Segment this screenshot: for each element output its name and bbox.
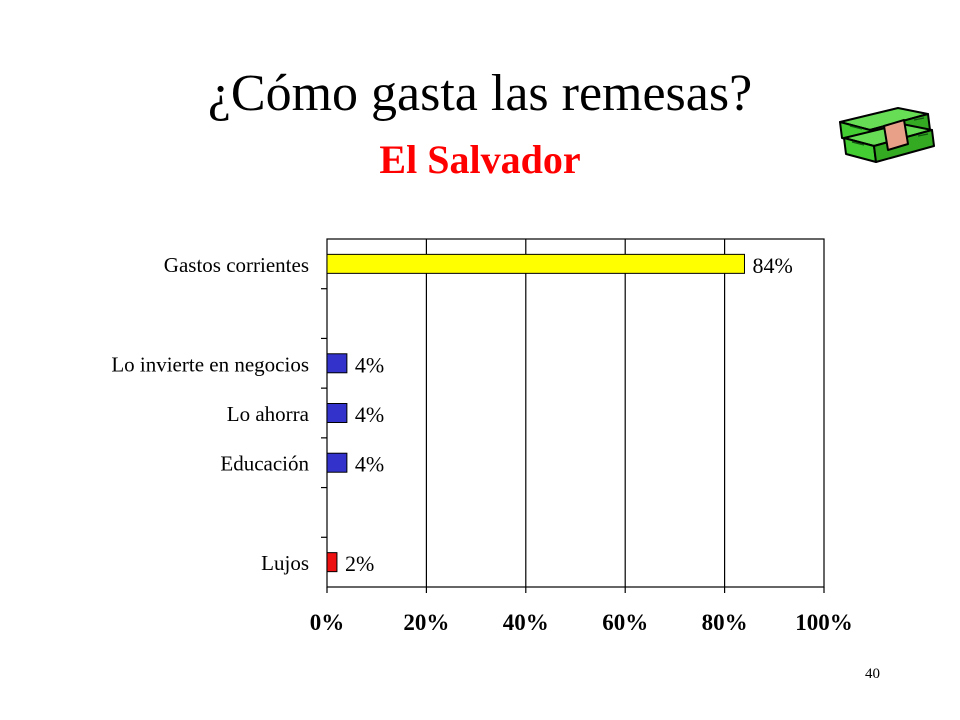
category-label: Lujos [261,551,309,575]
bar [326,403,348,423]
x-tick-label: 100% [795,610,853,635]
slide-subtitle: El Salvador [379,137,581,182]
category-label: Educación [220,452,309,476]
x-tick-label: 80% [702,610,748,635]
data-label: 4% [355,352,384,377]
bar [326,452,348,473]
x-tick-label: 60% [602,610,648,635]
chart-bars [326,253,745,573]
bar [326,253,745,274]
data-label: 4% [355,452,384,477]
category-label: Lo invierte en negocios [111,352,309,376]
chart-grid [321,238,825,593]
x-tick-label: 0% [310,610,345,635]
chart-labels: 0% 20% 40% 60% 80% 100% Gastos corrientes 84% Lo… [111,253,852,635]
money-stack-icon [839,107,935,163]
x-tick-label: 40% [503,610,549,635]
slide-title: ¿Cómo gasta las remesas? [207,65,753,122]
data-label: 2% [345,551,374,576]
x-tick-label: 20% [403,610,449,635]
plot-area [326,238,825,588]
data-label: 4% [355,402,384,427]
category-label: Gastos corrientes [164,253,309,277]
data-label: 84% [752,253,792,278]
category-label: Lo ahorra [227,402,310,426]
bar [326,353,348,374]
bar [326,552,338,573]
page-number: 40 [865,666,880,682]
